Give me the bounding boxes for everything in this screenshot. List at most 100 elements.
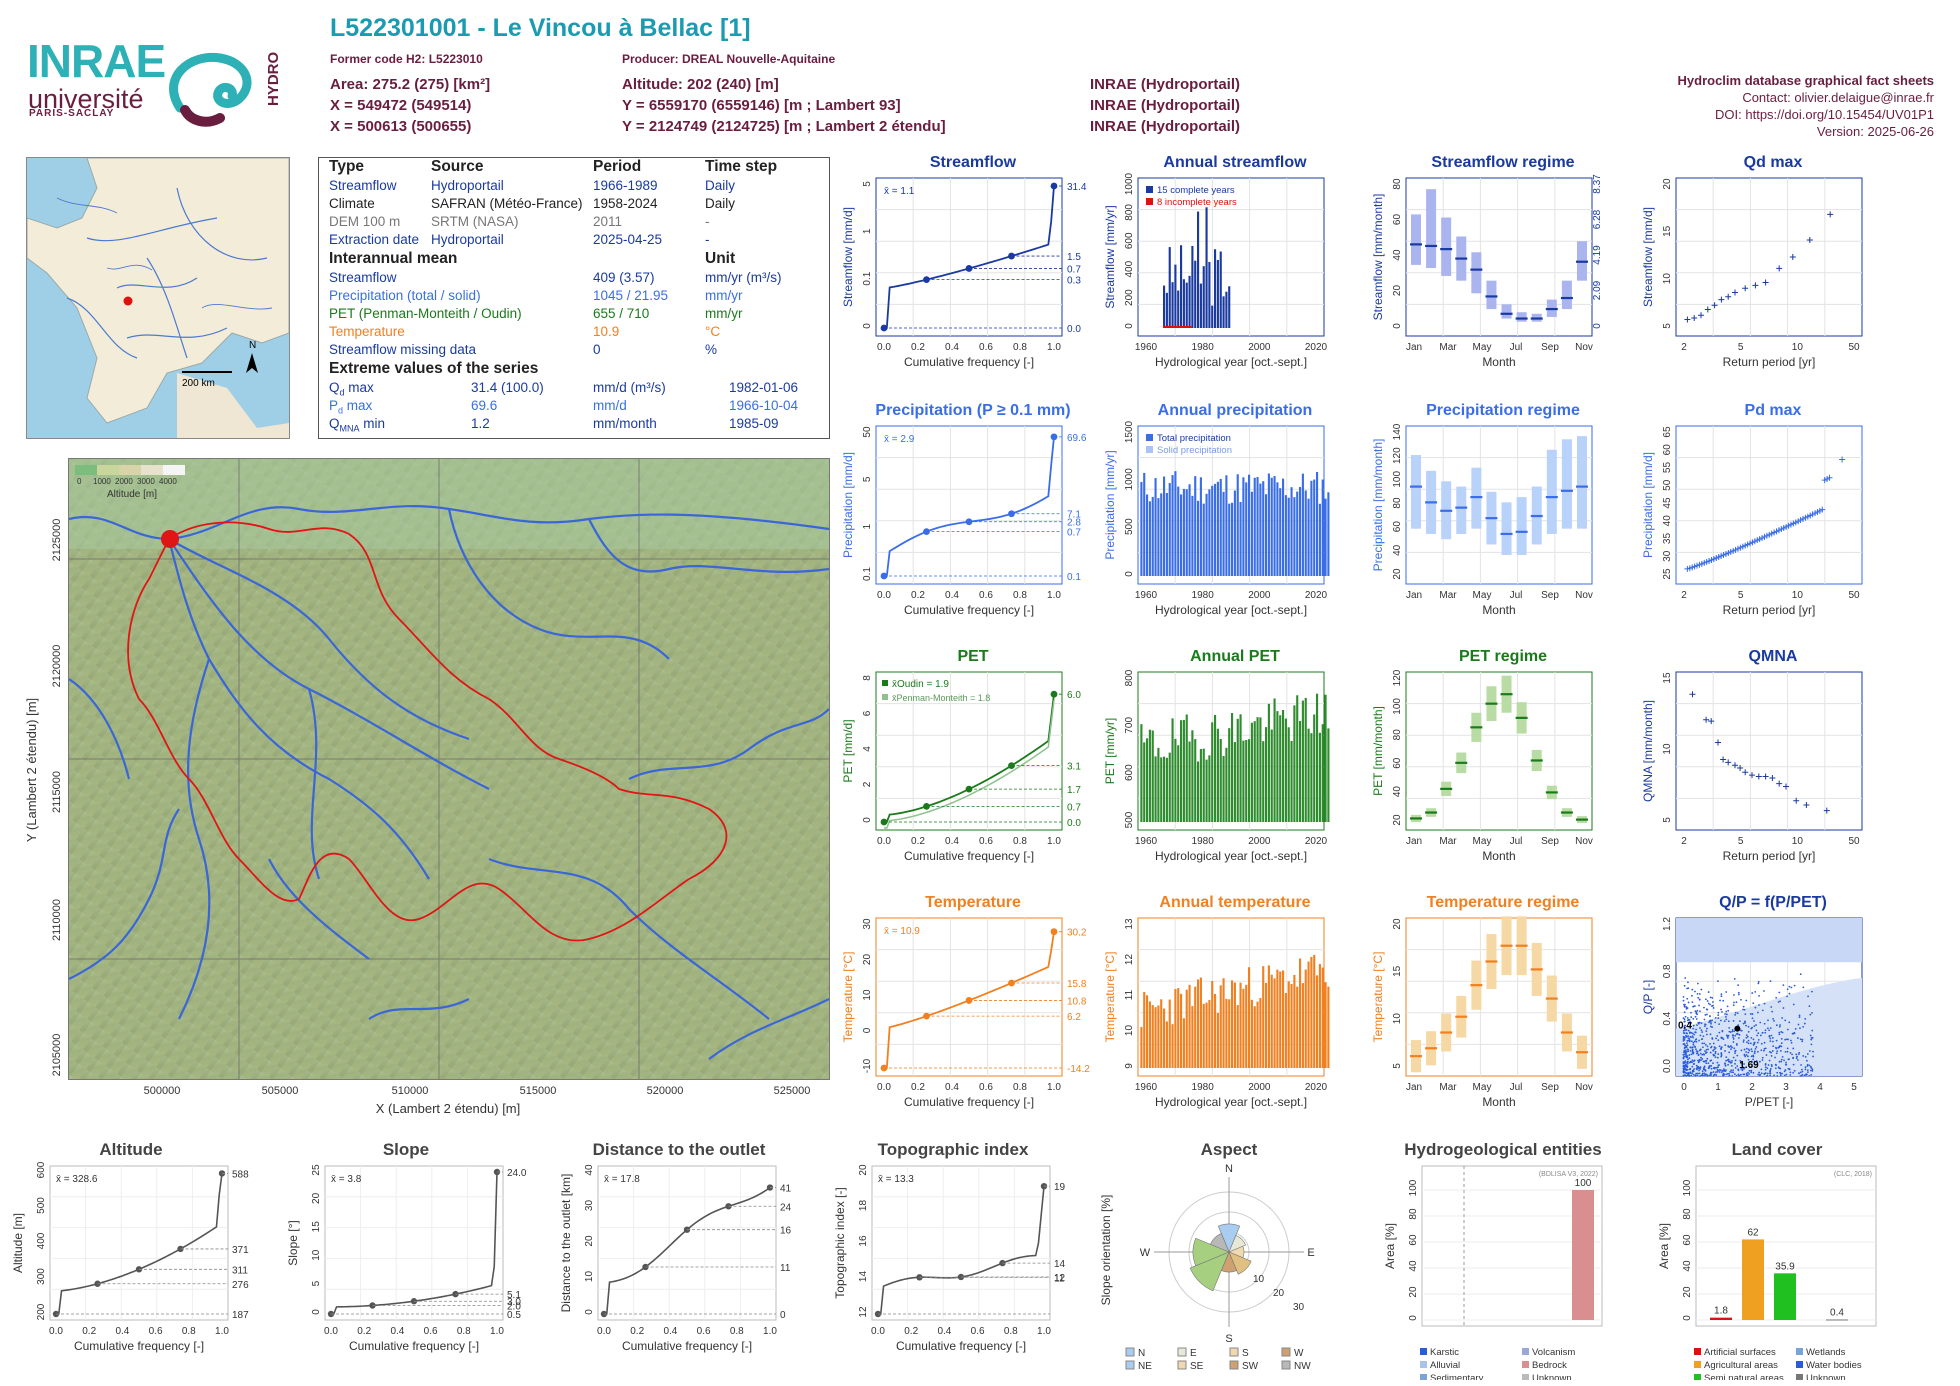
x-tick-label: 0.8 (1013, 1082, 1027, 1093)
north-arrow-icon (246, 353, 258, 373)
x-axis-label: Cumulative frequency [-] (904, 355, 1034, 369)
qp-point (1734, 1011, 1737, 1014)
qp-point (1770, 1065, 1773, 1068)
annual-bar (1265, 494, 1268, 576)
annual-bar (1287, 727, 1290, 822)
legend-swatch (1694, 1374, 1701, 1380)
chart-svg: Jan Mar May Jul Sep Nov20406080100120MonthPET… (1371, 669, 1593, 863)
y-tick-label: 5 (1662, 323, 1673, 329)
qp-point (1745, 1034, 1748, 1037)
annual-bar (1154, 478, 1157, 576)
qp-point (1798, 1051, 1801, 1054)
y-tick-label: 10 (862, 989, 873, 1001)
annual-bar (1287, 981, 1290, 1068)
qp-point (1776, 1050, 1779, 1053)
qp-point (1682, 999, 1685, 1002)
qp-point (1749, 1013, 1752, 1015)
legend-label: SE (1190, 1361, 1204, 1372)
legend-label: S (1242, 1348, 1249, 1359)
qp-point (1690, 1011, 1692, 1014)
x-tick-label: Sep (1541, 590, 1559, 601)
annual-bar (1202, 503, 1205, 576)
x-axis-label: Cumulative frequency [-] (349, 1339, 479, 1353)
qp-point (1689, 1049, 1692, 1052)
qp-point (1743, 1048, 1746, 1051)
annual-bar (1248, 967, 1251, 1068)
legend-label: Sedimentary (1430, 1373, 1484, 1380)
return-point (1718, 296, 1725, 303)
qp-point (1769, 1072, 1771, 1075)
annual-bar (1194, 476, 1197, 576)
annual-bar (1282, 478, 1285, 576)
annual-bar (1262, 966, 1265, 1068)
qp-point (1694, 1074, 1697, 1077)
qp-point (1688, 1054, 1691, 1056)
paris-saclay-logo: PARIS-SACLAY (29, 108, 115, 119)
qp-point (1690, 1074, 1693, 1077)
x-tick-label: 0.0 (49, 1326, 63, 1337)
y-tick-label: 60 (1662, 444, 1673, 456)
qp-point (1718, 1045, 1721, 1048)
right-tick-label: 2.0 (507, 1301, 521, 1312)
qp-point (1763, 1072, 1766, 1075)
qp-point (1701, 1046, 1704, 1049)
qp-point (1799, 1075, 1802, 1077)
annual-bar (1160, 493, 1163, 576)
qp-point (1788, 985, 1791, 988)
qp-point (1693, 1040, 1696, 1043)
annual-bar (1165, 1021, 1168, 1068)
x-tick-label: 0.6 (697, 1326, 711, 1337)
right-tick-label: 11 (1054, 1273, 1065, 1284)
chart-precip_regime: Precipitation regime Jan Mar May Jul Sep Nov 20… (1358, 402, 1648, 640)
qp-point (1779, 1050, 1782, 1052)
chart-svg: Jan Mar May Jul Sep Nov20406080100120140Month… (1371, 423, 1593, 617)
right-tick-label: 6.0 (1067, 690, 1081, 701)
y-tick-label: 1500 (1124, 420, 1135, 443)
qp-point (1767, 1064, 1770, 1066)
qp-point (1722, 1072, 1725, 1075)
doi-link[interactable]: DOI: https://doi.org/10.15454/UV01P1 (1715, 107, 1934, 122)
qp-point (1719, 1019, 1722, 1022)
return-point (1715, 739, 1721, 746)
qp-point (1810, 1037, 1813, 1039)
y-axis-label: PET [mm/month] (1371, 706, 1385, 796)
return-point (1704, 306, 1711, 313)
x-tick-label: 0.2 (911, 342, 925, 353)
qp-point (1714, 1052, 1717, 1055)
qp-point (1722, 1075, 1724, 1077)
x-tick-label: 2000 (1248, 836, 1271, 847)
annual-bar (1225, 998, 1228, 1068)
qp-point (1682, 1067, 1685, 1070)
inrae-logo: INRAE (27, 35, 166, 87)
annual-bar (1265, 727, 1268, 822)
x-axis-label: Cumulative frequency [-] (622, 1339, 752, 1353)
qp-point (1797, 1023, 1800, 1026)
x-tick-label: Jul (1510, 342, 1523, 353)
y-tick-label: 400 (1124, 260, 1135, 277)
qp-point (1757, 1073, 1760, 1076)
qp-point (1691, 988, 1694, 991)
mean-oudin: x̄Oudin = 1.9 (892, 679, 949, 690)
extreme-suffix: min (359, 416, 386, 431)
qp-point (1725, 1013, 1728, 1016)
qp-point (1750, 1071, 1753, 1074)
qp-point (1699, 1068, 1702, 1070)
x-tick-label: Mar (1439, 836, 1457, 847)
annual-bar (1307, 961, 1310, 1068)
annual-bar (1216, 728, 1219, 822)
qp-point (1728, 1072, 1731, 1075)
qp-point (1788, 1021, 1791, 1024)
legend-label: 15 complete years (1157, 185, 1235, 196)
annual-bar (1318, 732, 1321, 822)
qp-point (1692, 1043, 1695, 1046)
qp-point (1771, 1050, 1774, 1052)
row-source: SRTM (NASA) (431, 214, 519, 229)
extreme-symbol: Q (329, 416, 340, 431)
annual-bar (1316, 472, 1319, 576)
x-tick-label: 5 (1738, 342, 1744, 353)
qp-point (1701, 1042, 1704, 1045)
chart-svg: 24.05.13.02.00.50.0 0.2 0.4 0.6 0.8 1.0051015… (286, 1164, 527, 1353)
qp-point (1745, 1054, 1748, 1056)
qp-point (1742, 1067, 1744, 1070)
